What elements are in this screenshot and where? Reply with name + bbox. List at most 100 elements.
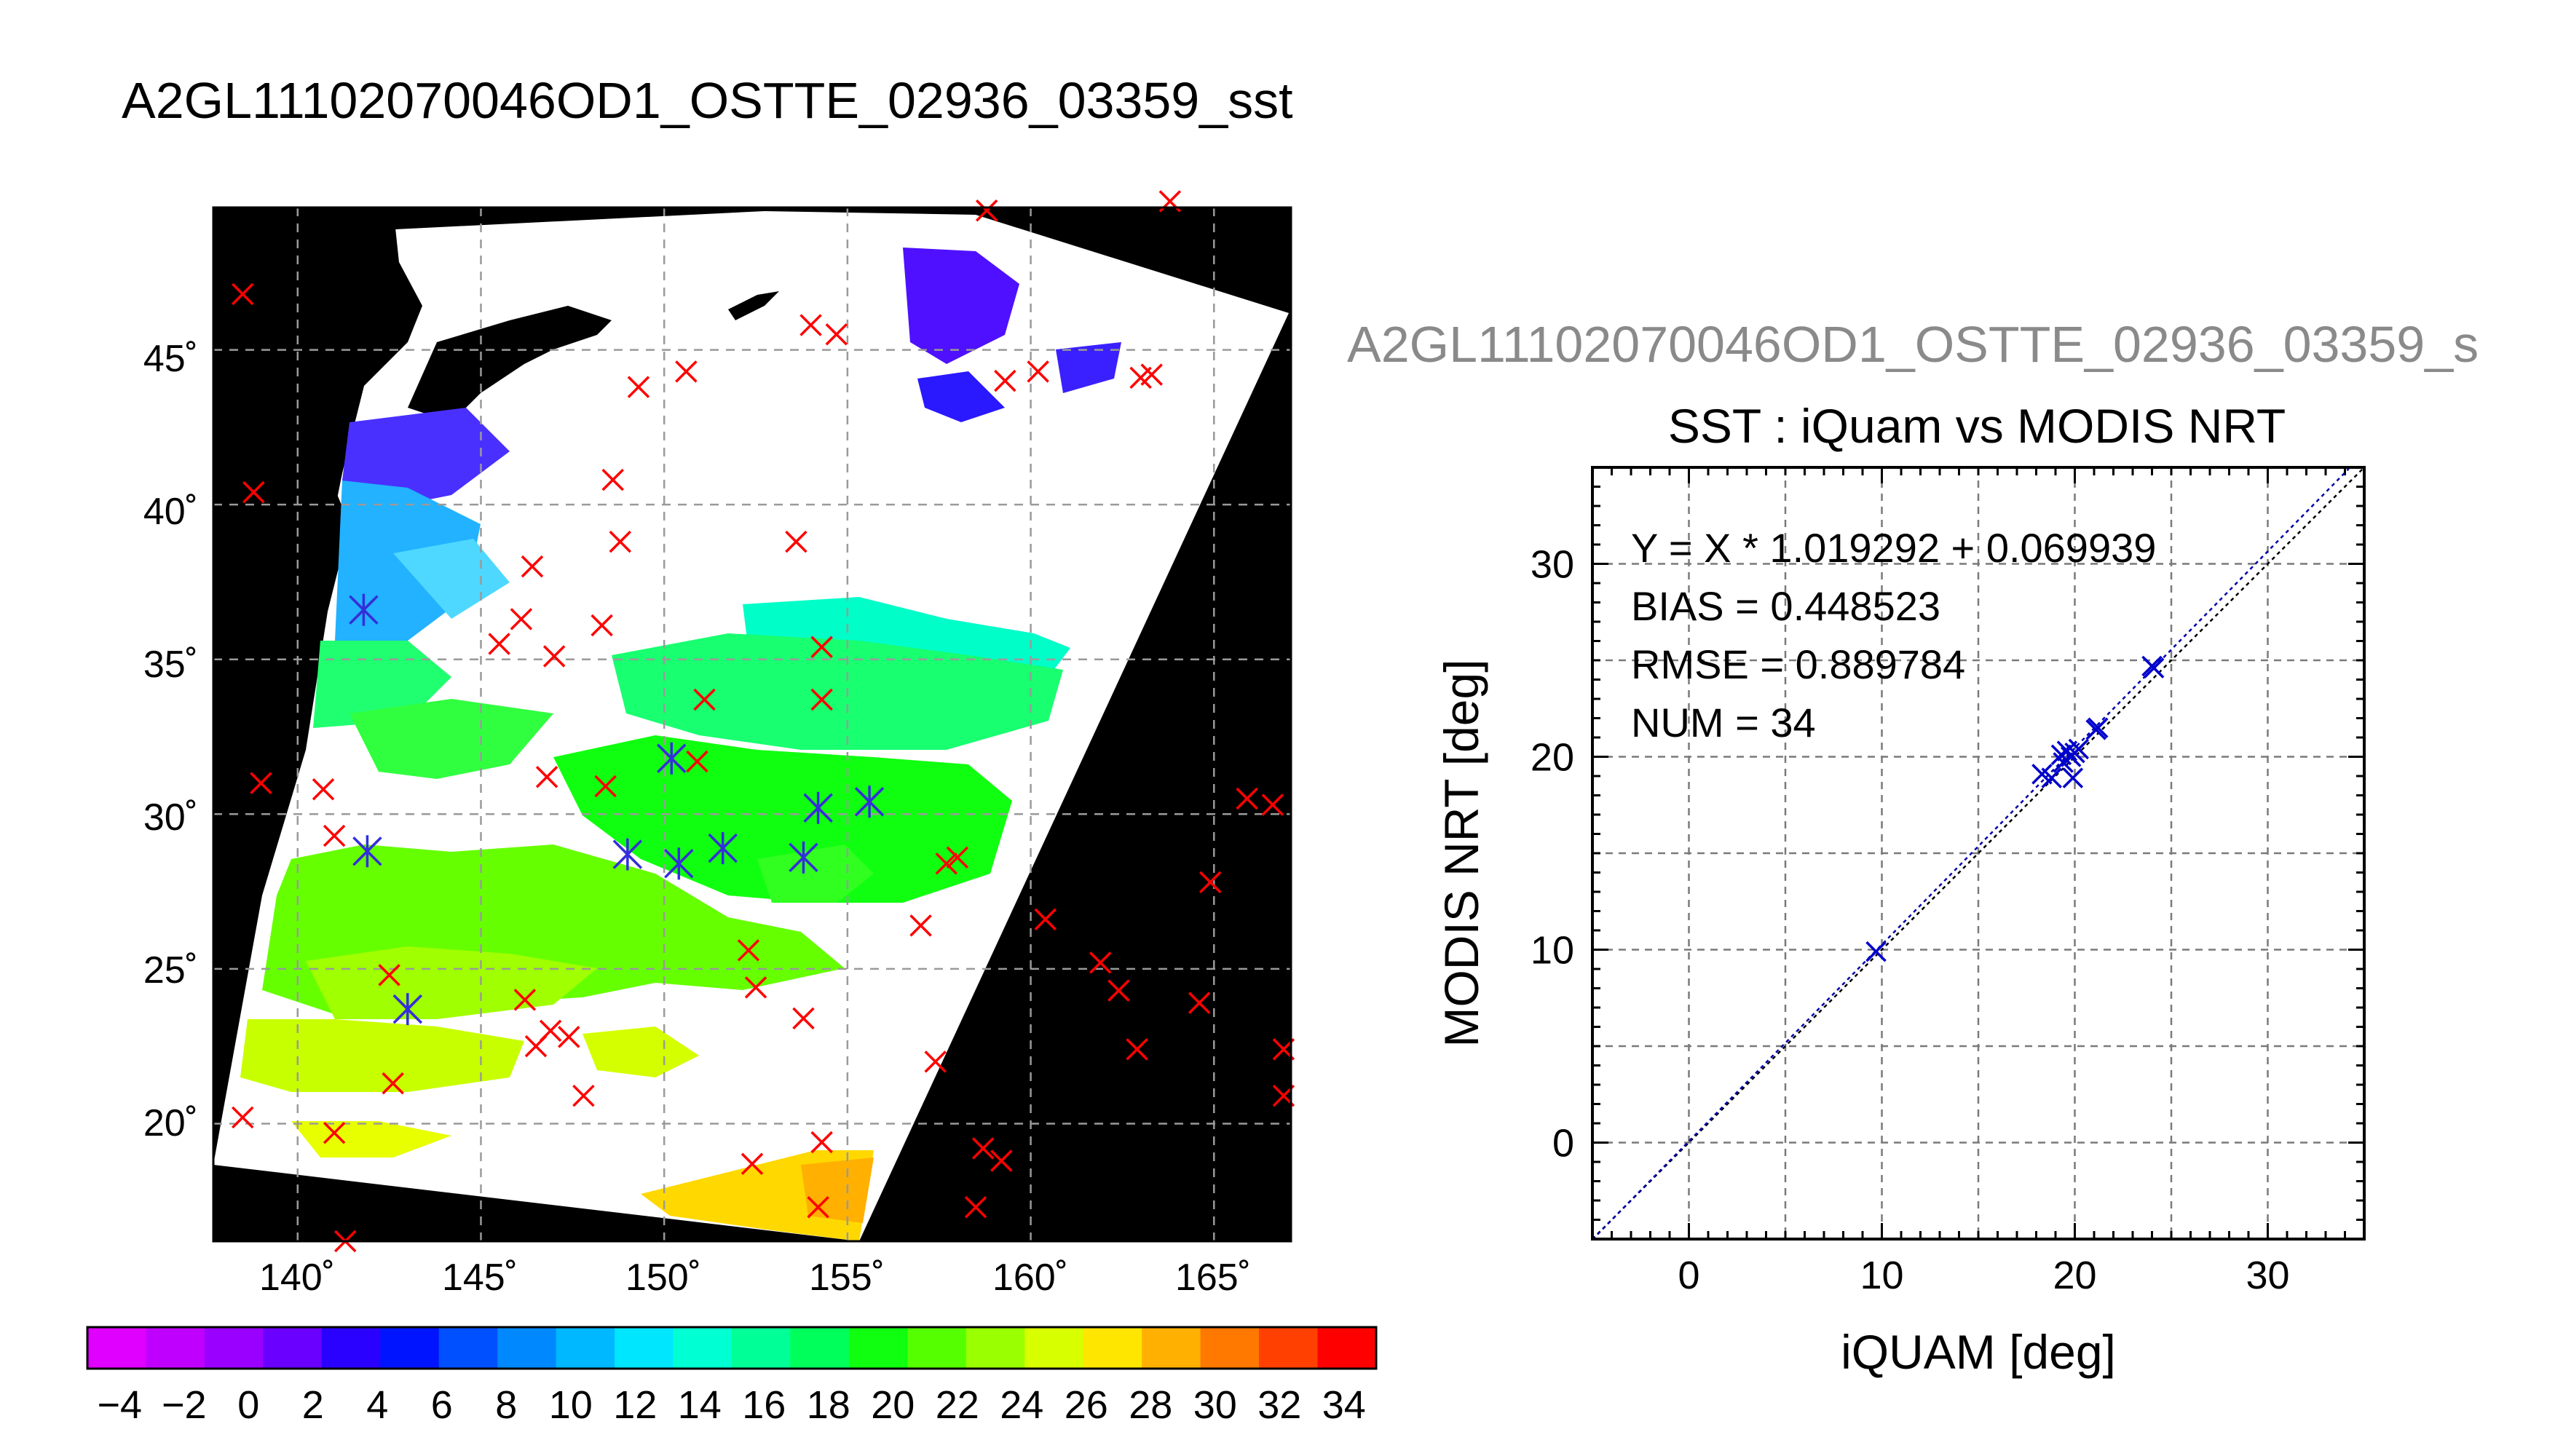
colorbar-cell [204,1327,264,1369]
scatter-header: A2GL11102070046OD1_OSTTE_02936_03359_s [1347,316,2479,373]
marker-stroke [488,633,510,655]
marker-stroke [994,369,1016,392]
colorbar: −4 −2 0 2 4 6 8 10 12 14 16 18 20 22 24 … [86,1326,1378,1427]
match-marker-red [382,1072,404,1095]
lon-tick-label: 145˚ [442,1257,518,1299]
marker-stroke [810,636,833,658]
marker-stroke [810,1131,833,1154]
lon-tick-label: 160˚ [992,1257,1068,1299]
sst-patch [1056,342,1121,393]
match-marker-blue-star [708,832,738,865]
marker-stroke [1089,951,1112,974]
marker-stroke [2050,744,2072,766]
marker-stroke [542,645,566,668]
marker-stroke [323,824,346,847]
marker-stroke [2062,767,2084,788]
colorbar-label: 14 [678,1383,722,1427]
stats-annotations: Y = X * 1.019292 + 0.069939 BIAS = 0.448… [1631,525,2156,745]
marker-stroke [744,976,767,999]
marker-stroke [558,1026,580,1048]
sst-patch [583,1026,699,1077]
match-marker-red [378,964,400,986]
marker-stroke [250,772,272,795]
match-marker-red [513,989,537,1011]
match-marker-red [994,369,1016,392]
match-marker-red [594,775,617,798]
match-marker-red [785,530,807,553]
marker-stroke [1034,908,1057,931]
map-frame [212,190,1295,1253]
match-marker-blue-star [352,835,382,868]
data-point [2143,657,2165,678]
match-marker-red [232,282,254,306]
match-marker-red [741,1152,764,1175]
match-marker-blue-star [664,847,694,880]
colorbar-labels: −4 −2 0 2 4 6 8 10 12 14 16 18 20 22 24 … [97,1383,1365,1427]
marker-stroke [2068,738,2090,760]
colorbar-label: 28 [1129,1383,1172,1427]
colorbar-label: 32 [1257,1383,1301,1427]
match-marker-red [591,614,613,637]
match-marker-blue-star [803,791,833,824]
sst-patch [342,408,510,510]
match-marker-red [627,376,650,398]
x-tick-label: 10 [1860,1254,1903,1297]
marker-stroke [323,1121,346,1144]
marker-stroke [693,688,716,711]
match-marker-red [737,939,760,962]
marker-stroke [675,360,698,383]
marker-stroke [807,1195,829,1219]
colorbar-cell [1142,1327,1201,1369]
match-marker-red [810,688,833,711]
match-marker-red [990,1150,1013,1172]
fit-lines [1592,467,2365,1241]
x-tick-label: 30 [2246,1254,2289,1297]
match-marker-red [601,468,624,491]
colorbar-cell [438,1327,498,1369]
colorbar-cell [673,1327,732,1369]
scatter-plot: Y = X * 1.019292 + 0.069939 BIAS = 0.448… [1434,466,2366,1379]
colorbar-cell [556,1327,615,1369]
match-marker-red [810,636,833,658]
marker-stroke [741,1152,764,1175]
marker-stroke [627,376,650,398]
marker-stroke [2143,657,2165,678]
colorbar-cell [87,1327,146,1369]
colorbar-cell [907,1327,967,1369]
colorbar-label: 20 [871,1383,915,1427]
marker-stroke [591,614,613,637]
x-tick-label: 20 [2053,1254,2096,1297]
colorbar-label: 8 [495,1383,517,1427]
match-marker-red [1089,951,1112,974]
marker-stroke [513,989,537,1011]
lat-tick-label: 30˚ [143,796,198,839]
marker-stroke [971,1137,995,1160]
match-marker-red [686,750,708,773]
match-marker-red [521,555,544,578]
marker-stroke [232,282,254,306]
land-islands [728,291,779,320]
data-point [1865,941,1887,962]
sst-patch [757,844,874,903]
land-west [213,207,422,1165]
colorbar-cell [848,1327,908,1369]
marker-stroke [1261,794,1284,816]
sst-patch [553,735,1012,903]
sst-patch [917,371,1005,422]
colorbar-cell [1083,1327,1142,1369]
marker-stroke [975,199,998,222]
match-marker-red [323,1121,346,1144]
marker-stroke [990,1150,1013,1172]
sst-patch [350,699,553,779]
x-tick-labels: 0 10 20 30 [1678,1254,2289,1297]
match-marker-red [1199,871,1222,894]
match-marker-red [810,1131,833,1154]
match-marker-red [1034,908,1057,931]
lat-tick-label: 25˚ [143,949,198,992]
colorbar-cell [321,1327,381,1369]
colorbar-cells [87,1327,1377,1369]
fit-line [1592,467,2350,1241]
marker-stroke [539,1019,562,1042]
marker-stroke [1199,871,1222,894]
match-marker-blue-star [789,841,818,874]
